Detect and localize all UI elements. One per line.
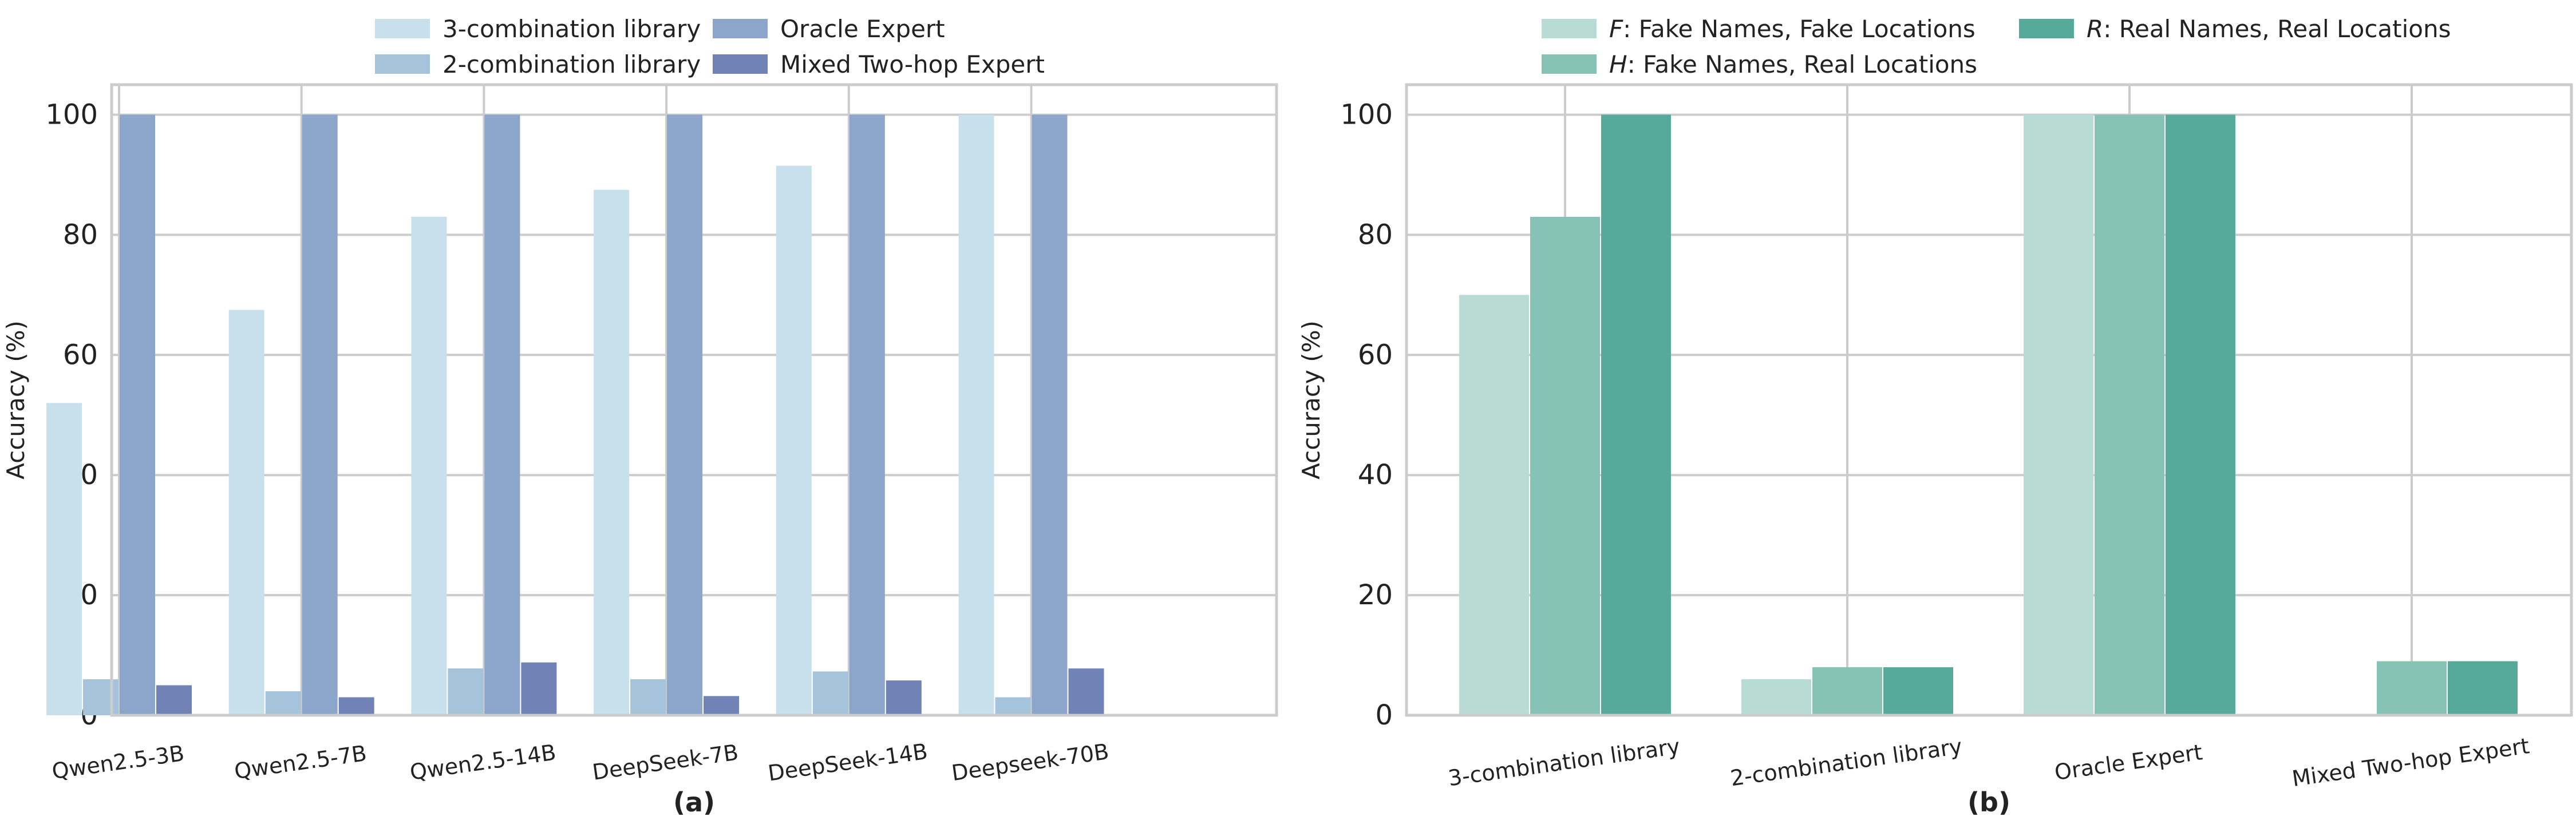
bar-mixed-two-hop-expert-0 bbox=[156, 685, 192, 715]
bar-oracle-expert-2 bbox=[484, 114, 520, 715]
bar-3-combination-library-4 bbox=[776, 165, 812, 716]
bar-2-combination-library-0 bbox=[83, 679, 118, 715]
bar-mixed-two-hop-expert-3 bbox=[704, 696, 740, 715]
legend-entry: Mixed Two-hop Expert bbox=[780, 50, 1045, 78]
y-tick-label: 60 bbox=[1358, 339, 1393, 371]
x-tick-label: 3-combination library bbox=[1447, 734, 1681, 791]
x-tick-label: DeepSeek-14B bbox=[767, 739, 930, 786]
bar-3-combination-library-5 bbox=[958, 114, 994, 715]
y-tick-label: 20 bbox=[1358, 579, 1393, 611]
bar-2-combination-library-4 bbox=[812, 671, 848, 715]
legend-entry: R: Real Names, Real Locations bbox=[2087, 15, 2451, 43]
chart-panel-b: 0 20 40 60 80 100 3-combination library 2-combi… bbox=[1297, 15, 2573, 818]
legend: F: Fake Names, Fake Locations H: Fake Nam… bbox=[1542, 15, 2451, 78]
bar-3-combination-library-2 bbox=[411, 216, 447, 715]
bar-oracle-expert-4 bbox=[849, 114, 885, 715]
x-tick-label: Qwen2.5-7B bbox=[233, 740, 369, 784]
y-tick-label: 60 bbox=[63, 339, 98, 371]
legend-swatch bbox=[2019, 19, 2074, 38]
x-tick-label: Oracle Expert bbox=[2053, 739, 2204, 785]
x-tick-label: Qwen2.5-3B bbox=[50, 740, 186, 784]
bar-oracle-expert-0 bbox=[120, 114, 155, 715]
bar-3-combination-library-0 bbox=[46, 403, 82, 715]
legend-swatch bbox=[1542, 19, 1597, 38]
legend-entry: H: Fake Names, Real Locations bbox=[1609, 50, 1977, 78]
legend: 3-combination library 2-combination libra… bbox=[375, 15, 1045, 78]
y-tick-label: 80 bbox=[1358, 219, 1393, 251]
legend-entry: F: Fake Names, Fake Locations bbox=[1609, 15, 1976, 43]
plot-frame bbox=[1405, 83, 2573, 717]
bar-r-3 bbox=[2448, 661, 2518, 715]
chart-panel-a: 020406080100Qwen2.5-3BQwen2.5-7BQwen2.5-… bbox=[2, 15, 1278, 818]
bar-f-2 bbox=[2024, 114, 2093, 715]
legend-swatch bbox=[375, 19, 430, 38]
bar-3-combination-library-1 bbox=[228, 310, 264, 715]
panel-label: (b) bbox=[1967, 787, 2010, 818]
bar-mixed-two-hop-expert-4 bbox=[886, 680, 922, 715]
y-tick-label: 100 bbox=[1340, 98, 1393, 130]
x-tick-label: Qwen2.5-14B bbox=[408, 739, 558, 785]
bar-h-2 bbox=[2095, 114, 2164, 715]
bar-r-1 bbox=[1883, 667, 1953, 715]
x-tick-label: DeepSeek-7B bbox=[591, 739, 740, 785]
y-tick-label: 80 bbox=[63, 219, 98, 251]
panel-label: (a) bbox=[673, 787, 715, 818]
x-tick-label: 2-combination library bbox=[1729, 734, 1963, 791]
x-tick-label: Deepseek-70B bbox=[950, 739, 1111, 786]
x-tick-label: Mixed Two-hop Expert bbox=[2290, 733, 2531, 791]
plot-frame bbox=[110, 83, 1278, 717]
y-tick-label: 0 bbox=[1375, 699, 1393, 731]
legend-entry: 3-combination library bbox=[442, 15, 701, 43]
y-tick-label: 100 bbox=[45, 98, 98, 130]
y-axis-label: Accuracy (%) bbox=[1297, 320, 1325, 480]
bar-2-combination-library-3 bbox=[630, 679, 666, 715]
bar-2-combination-library-2 bbox=[448, 668, 484, 715]
legend-swatch bbox=[1542, 54, 1597, 74]
bar-r-2 bbox=[2166, 114, 2235, 715]
legend-entry: 2-combination library bbox=[442, 50, 701, 78]
bar-2-combination-library-5 bbox=[995, 697, 1031, 715]
bar-mixed-two-hop-expert-2 bbox=[521, 662, 557, 715]
bar-h-3 bbox=[2377, 661, 2447, 715]
bar-f-0 bbox=[1459, 295, 1529, 715]
bar-mixed-two-hop-expert-5 bbox=[1068, 668, 1104, 715]
legend-swatch bbox=[713, 54, 768, 74]
bar-r-0 bbox=[1601, 114, 1671, 715]
bar-oracle-expert-3 bbox=[667, 114, 703, 715]
bar-h-0 bbox=[1530, 216, 1600, 715]
bar-2-combination-library-1 bbox=[265, 691, 301, 715]
legend-swatch bbox=[713, 19, 768, 38]
legend-swatch bbox=[375, 54, 430, 74]
bar-mixed-two-hop-expert-1 bbox=[338, 697, 374, 715]
bar-h-1 bbox=[1812, 667, 1882, 715]
legend-entry: Oracle Expert bbox=[780, 15, 945, 43]
bar-oracle-expert-1 bbox=[302, 114, 338, 715]
y-axis-label: Accuracy (%) bbox=[2, 320, 30, 480]
bar-3-combination-library-3 bbox=[594, 189, 630, 716]
bar-oracle-expert-5 bbox=[1032, 114, 1068, 715]
bar-f-1 bbox=[1741, 679, 1811, 715]
y-tick-label: 40 bbox=[1358, 459, 1393, 491]
